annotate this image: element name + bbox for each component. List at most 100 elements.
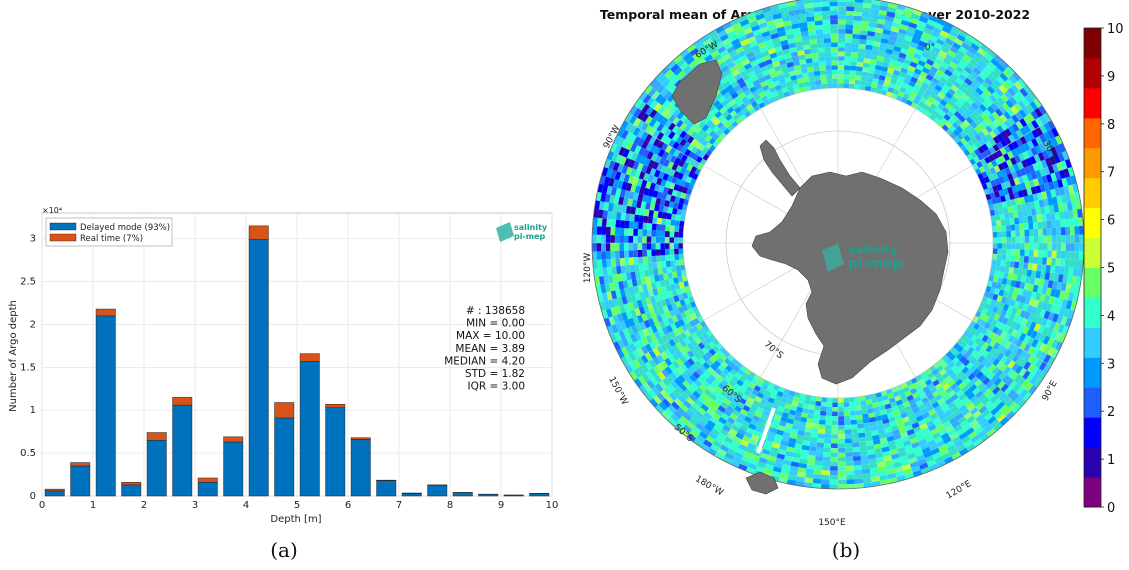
ring-cell [787, 5, 797, 12]
ring-cell [1054, 289, 1061, 299]
ring-cell [1017, 190, 1024, 198]
ring-cell [1037, 176, 1044, 186]
ring-cell [1029, 243, 1034, 250]
ring-cell [648, 358, 657, 368]
ring-cell [741, 393, 750, 401]
ring-cell [986, 161, 994, 170]
ring-cell [638, 215, 644, 223]
ring-cell [685, 322, 692, 330]
ring-cell [1000, 219, 1006, 226]
ring-cell [947, 401, 956, 410]
ring-cell [873, 36, 882, 43]
ring-cell [1041, 213, 1047, 222]
ring-cell [1001, 278, 1008, 285]
ring-cell [990, 159, 998, 168]
ring-cell [779, 6, 789, 14]
ring-cell [642, 328, 650, 337]
ring-cell [1023, 133, 1032, 143]
ring-cell [724, 57, 734, 66]
ring-cell [1047, 235, 1053, 243]
ring-cell [712, 412, 721, 421]
ring-cell [601, 184, 609, 194]
ring-cell [697, 70, 707, 79]
stat-line: MAX = 10.00 [456, 330, 525, 342]
ring-cell [758, 61, 767, 69]
ring-cell [931, 432, 941, 440]
ring-cell [1015, 138, 1024, 147]
ring-cell [731, 102, 739, 111]
ring-cell [786, 0, 797, 7]
ring-cell [862, 62, 870, 68]
ring-cell [1042, 112, 1051, 123]
ring-cell [1079, 234, 1084, 243]
bar-delayed-mode [274, 417, 295, 497]
ring-cell [609, 282, 616, 292]
ring-cell [952, 103, 960, 111]
ring-cell [838, 42, 845, 48]
ring-cell [932, 88, 940, 96]
ring-cell [658, 75, 668, 85]
ring-cell [688, 405, 698, 414]
ring-cell [1038, 228, 1043, 236]
ring-cell [669, 231, 675, 238]
ring-cell [885, 91, 893, 98]
ring-cell [964, 388, 973, 397]
ring-cell [979, 301, 986, 308]
ring-cell [734, 405, 743, 413]
ring-cell [987, 304, 995, 312]
ring-cell [894, 41, 903, 48]
ring-cell [860, 455, 869, 461]
ring-cell [606, 150, 615, 161]
ring-cell [625, 264, 631, 273]
ring-cell [884, 459, 894, 466]
ring-cell [771, 90, 779, 98]
ring-cell [625, 213, 631, 222]
ring-cell [791, 23, 800, 30]
ring-cell [720, 125, 728, 133]
ring-cell [689, 429, 699, 439]
ring-cell [693, 379, 702, 388]
ring-cell [945, 80, 954, 89]
ring-cell [736, 390, 744, 398]
ring-cell [961, 408, 970, 417]
ring-cell [670, 75, 680, 85]
ring-cell [643, 157, 651, 167]
ring-cell [714, 41, 725, 50]
ring-cell [684, 369, 693, 378]
ring-cell [823, 38, 831, 43]
ring-cell [768, 382, 775, 389]
y-tick-label: 2 [30, 319, 36, 330]
ring-cell [633, 221, 639, 229]
ring-cell [717, 73, 726, 81]
ring-cell [613, 341, 621, 351]
ring-cell [845, 465, 854, 471]
ring-cell [1074, 226, 1080, 235]
ring-cell [868, 458, 877, 465]
ring-cell [680, 371, 689, 381]
ring-cell [743, 416, 753, 424]
ring-cell [717, 29, 727, 38]
ring-cell [681, 154, 688, 162]
ring-cell [702, 361, 711, 370]
ring-cell [816, 442, 824, 448]
ring-cell [845, 456, 854, 462]
ring-cell [1014, 395, 1023, 405]
ring-cell [613, 281, 620, 291]
ring-cell [761, 95, 769, 103]
ring-cell [1053, 273, 1060, 282]
ring-cell [1013, 300, 1020, 309]
antarctica-landmass [751, 171, 949, 385]
ring-cell [881, 413, 889, 420]
ring-cell [876, 461, 886, 468]
ring-cell [867, 449, 876, 456]
ring-cell [953, 367, 962, 376]
ring-cell [859, 395, 866, 401]
ring-cell [683, 117, 692, 126]
bar-real-time [223, 436, 244, 443]
ring-cell [672, 116, 680, 126]
ring-cell [872, 439, 881, 445]
ring-cell [758, 22, 768, 29]
ring-cell [967, 346, 975, 355]
